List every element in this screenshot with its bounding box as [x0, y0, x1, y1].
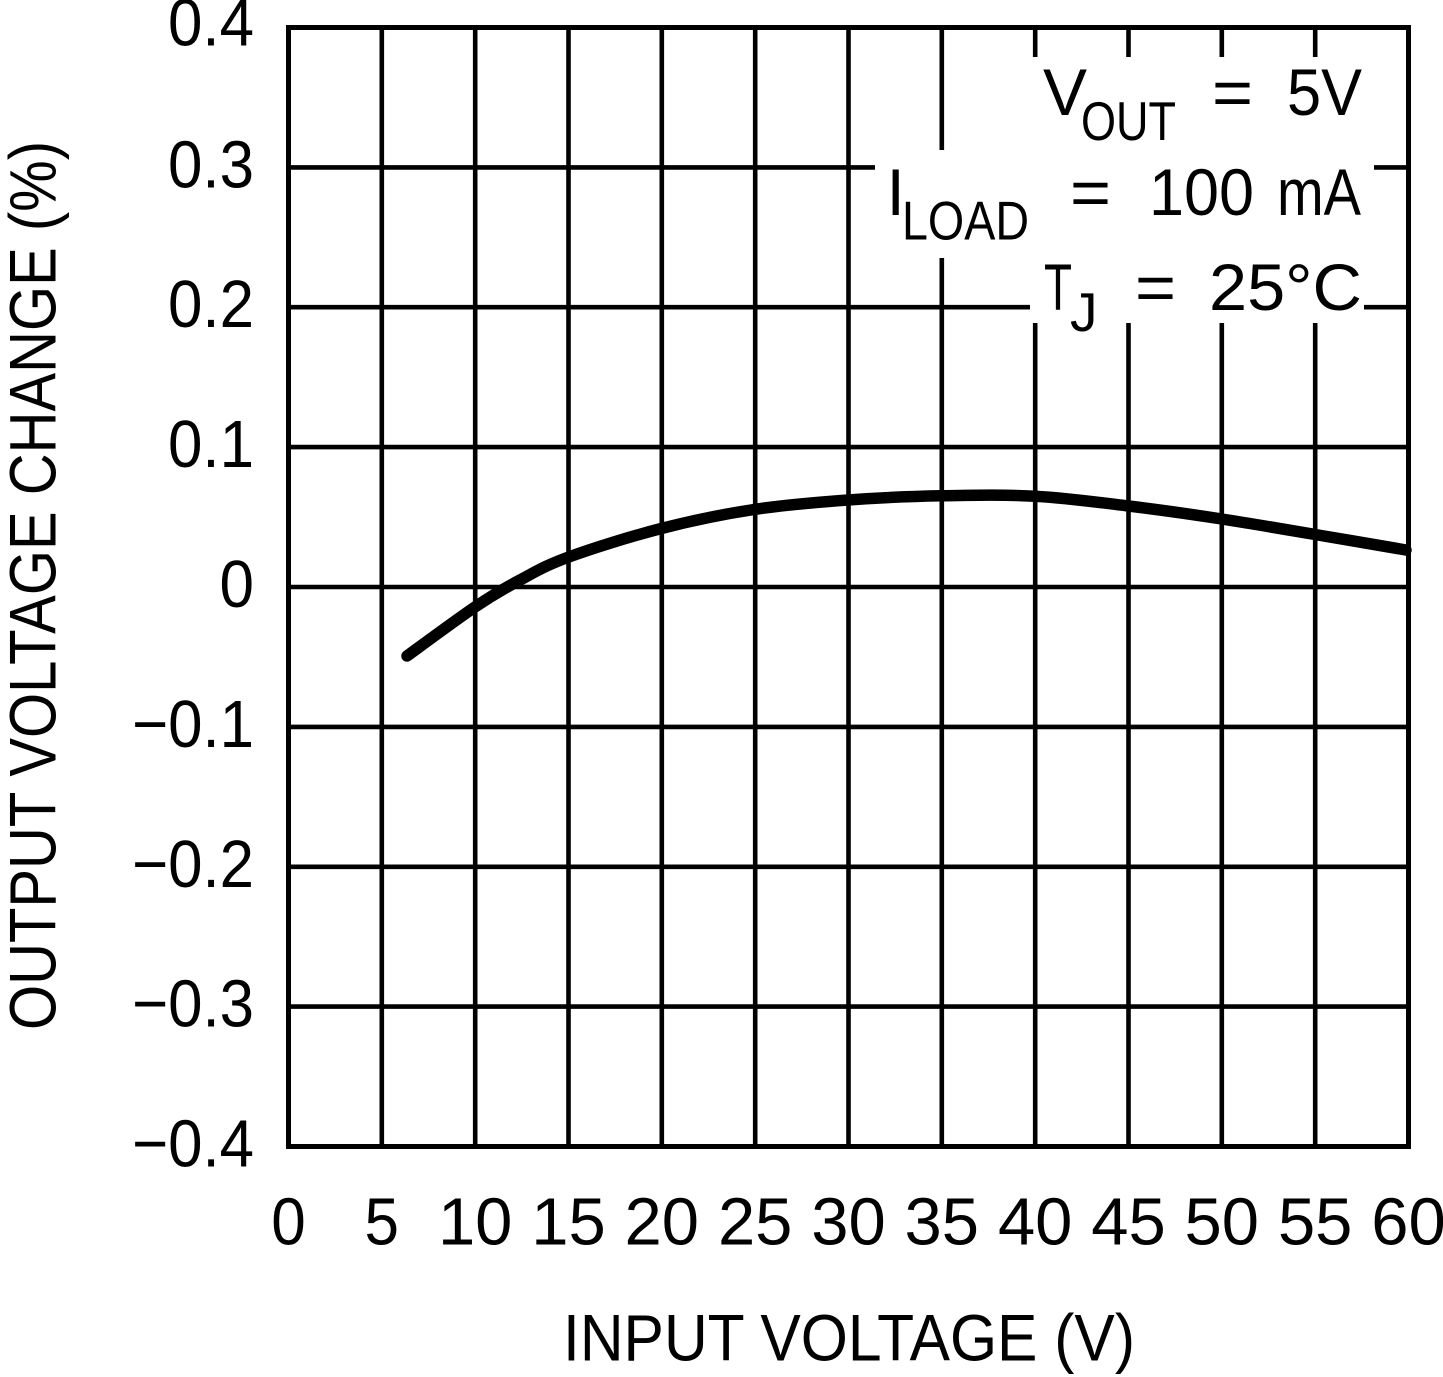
svg-text:50: 50	[1185, 1185, 1260, 1260]
svg-text:−0.1: −0.1	[132, 687, 254, 762]
svg-text:45: 45	[1091, 1185, 1166, 1260]
svg-text:25: 25	[718, 1185, 793, 1260]
svg-text:INPUT VOLTAGE (V): INPUT VOLTAGE (V)	[563, 1301, 1135, 1375]
svg-text:OUTPUT VOLTAGE CHANGE (%): OUTPUT VOLTAGE CHANGE (%)	[0, 141, 70, 1030]
svg-text:V: V	[1043, 55, 1087, 129]
svg-text:20: 20	[625, 1185, 700, 1260]
svg-text:60: 60	[1371, 1185, 1443, 1260]
svg-text:5V: 5V	[1287, 55, 1362, 129]
svg-text:15: 15	[531, 1185, 606, 1260]
svg-text:10: 10	[438, 1185, 513, 1260]
svg-text:0.1: 0.1	[168, 407, 254, 482]
svg-text:−0.2: −0.2	[132, 827, 254, 902]
svg-text:35: 35	[905, 1185, 980, 1260]
svg-text:−0.3: −0.3	[132, 967, 254, 1042]
svg-text:0: 0	[271, 1185, 306, 1260]
svg-text:0.2: 0.2	[168, 267, 254, 342]
svg-text:J: J	[1070, 281, 1098, 343]
svg-text:30: 30	[811, 1185, 886, 1260]
svg-text:T: T	[1044, 250, 1072, 324]
svg-text:I: I	[887, 155, 905, 229]
svg-text:−0.4: −0.4	[132, 1107, 254, 1182]
svg-text:25°C: 25°C	[1209, 250, 1362, 324]
svg-text:=: =	[1135, 250, 1176, 324]
svg-text:40: 40	[998, 1185, 1073, 1260]
svg-text:mA: mA	[1277, 155, 1361, 229]
svg-text:55: 55	[1278, 1185, 1353, 1260]
svg-text:100: 100	[1149, 155, 1254, 229]
svg-text:0.3: 0.3	[168, 127, 254, 202]
svg-text:0.4: 0.4	[168, 0, 254, 61]
svg-text:OUT: OUT	[1081, 90, 1176, 152]
svg-text:=: =	[1070, 155, 1111, 229]
svg-text:5: 5	[365, 1185, 400, 1260]
svg-text:LOAD: LOAD	[902, 190, 1029, 252]
svg-text:=: =	[1212, 55, 1253, 129]
svg-text:0: 0	[220, 547, 255, 622]
